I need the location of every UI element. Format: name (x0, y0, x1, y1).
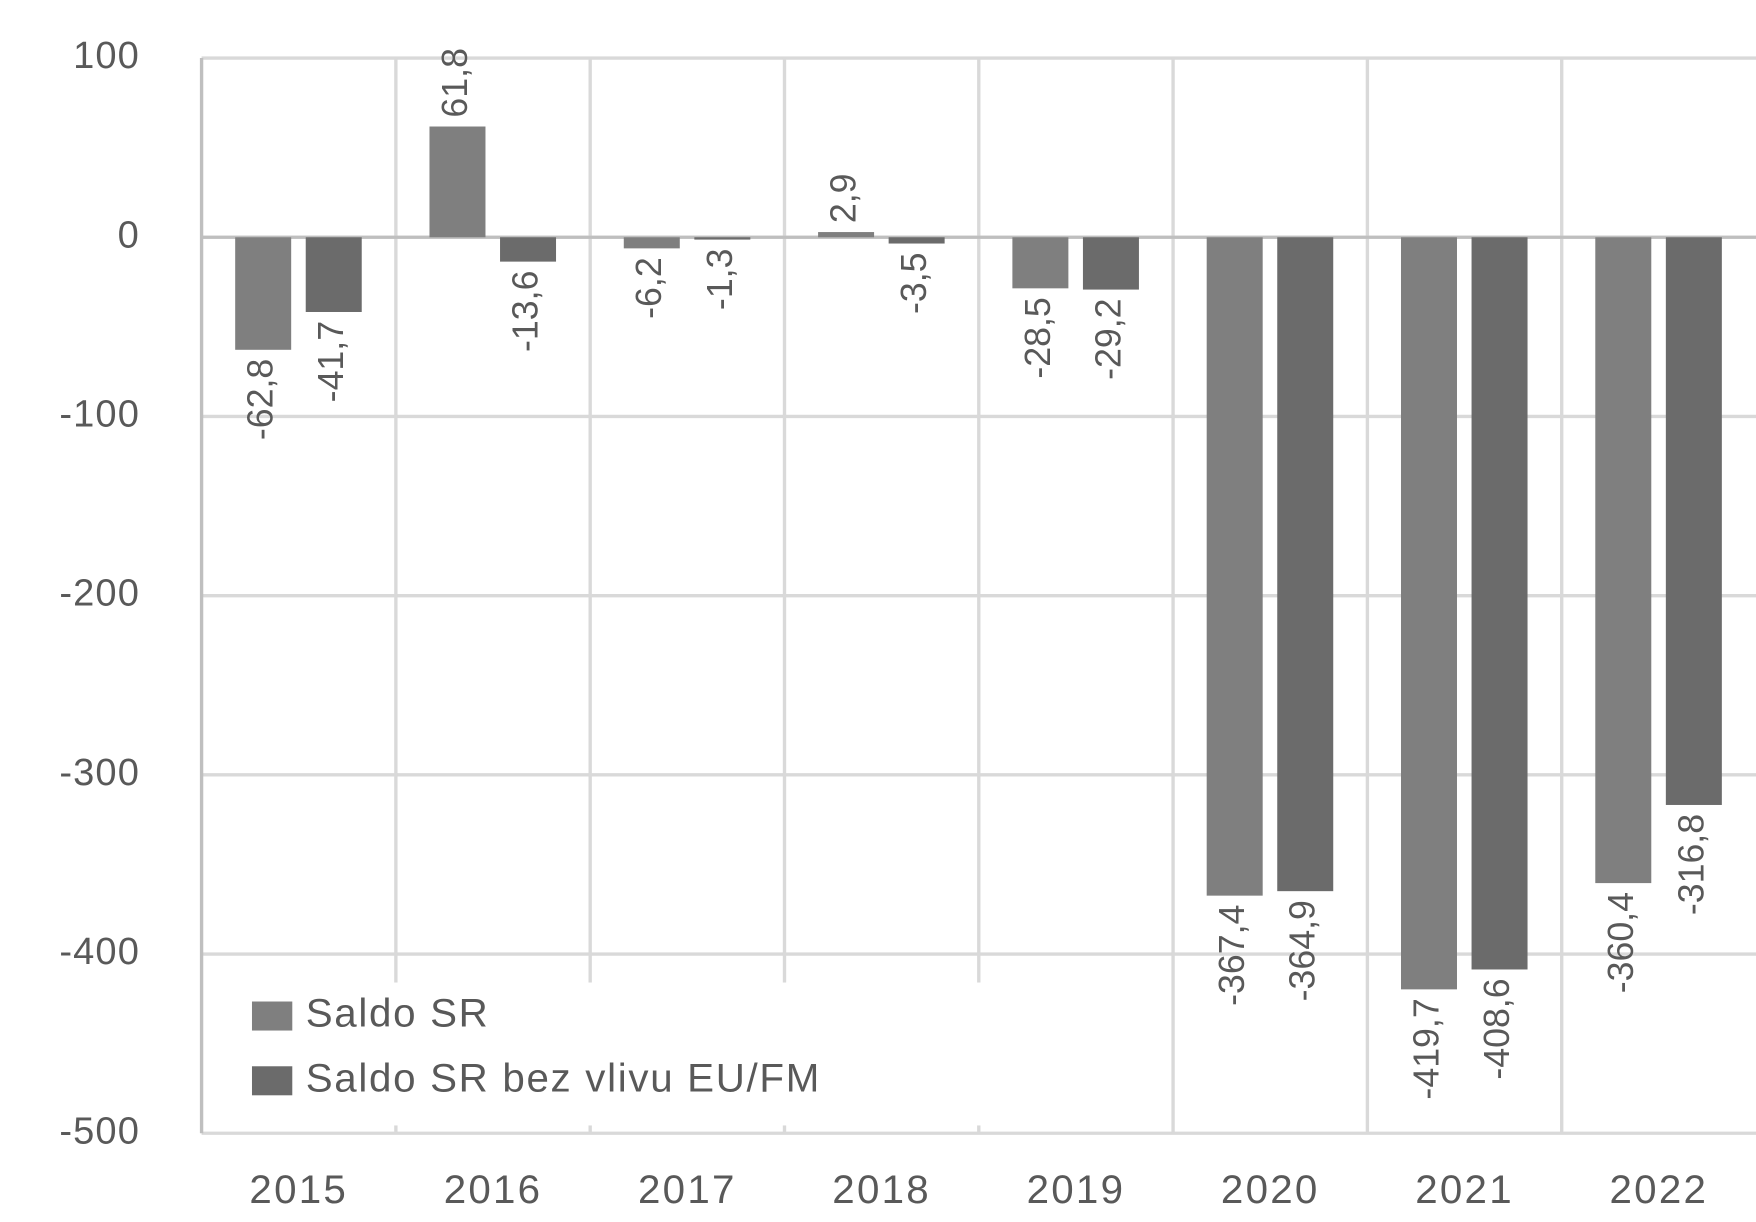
x-tick-label: 2020 (1221, 1167, 1320, 1212)
bar (1471, 237, 1528, 970)
legend-background (212, 982, 986, 1126)
y-tick-label: -200 (59, 573, 140, 615)
data-label: -41,7 (311, 321, 351, 402)
data-label: -29,2 (1088, 299, 1128, 380)
x-tick-label: 2015 (249, 1167, 348, 1212)
x-tick-label: 2019 (1027, 1167, 1126, 1212)
bar (1400, 237, 1457, 990)
legend-swatch (251, 1066, 293, 1096)
y-tick-label: 100 (73, 35, 140, 77)
bar (1082, 237, 1139, 290)
bar (305, 237, 362, 312)
bar (500, 237, 557, 262)
y-tick-label: -300 (59, 752, 140, 794)
bar (888, 237, 945, 244)
bar (818, 232, 875, 238)
y-tick-label: -500 (59, 1110, 140, 1152)
data-label: -13,6 (505, 271, 545, 352)
legend-label: Saldo SR (306, 991, 490, 1036)
data-label: -28,5 (1018, 297, 1058, 378)
bar (1595, 237, 1652, 884)
data-label: -419,7 (1406, 998, 1446, 1099)
data-label: -408,6 (1477, 978, 1517, 1079)
data-label: -367,4 (1212, 905, 1252, 1006)
bar (623, 237, 680, 249)
x-tick-label: 2021 (1415, 1167, 1514, 1212)
data-label: -1,3 (700, 249, 740, 311)
bar (1665, 237, 1722, 805)
x-tick-label: 2016 (444, 1167, 543, 1212)
data-label: -364,9 (1283, 900, 1323, 1001)
data-label: 2,9 (824, 173, 864, 223)
y-tick-label: 0 (118, 214, 140, 256)
data-label: 61,8 (435, 48, 475, 118)
data-label: -6,2 (629, 257, 669, 319)
y-tick-label: -400 (59, 931, 140, 973)
x-tick-label: 2018 (832, 1167, 931, 1212)
x-tick-label: 2022 (1610, 1167, 1709, 1212)
bar (429, 126, 486, 238)
bar (235, 237, 292, 350)
data-label: -360,4 (1601, 892, 1641, 993)
data-label: -3,5 (894, 252, 934, 314)
bar (1206, 237, 1263, 896)
legend-label: Saldo SR bez vlivu EU/FM (306, 1055, 821, 1100)
legend-swatch (251, 1001, 293, 1031)
data-label: -62,8 (241, 359, 281, 440)
data-label: -316,8 (1671, 814, 1711, 915)
legend: Saldo SR Saldo SR bez vlivu EU/FM (212, 982, 986, 1126)
y-tick-label: -100 (59, 394, 140, 436)
bar (694, 237, 751, 240)
bar (1277, 237, 1334, 892)
bar (1012, 237, 1069, 289)
x-tick-label: 2017 (638, 1167, 737, 1212)
